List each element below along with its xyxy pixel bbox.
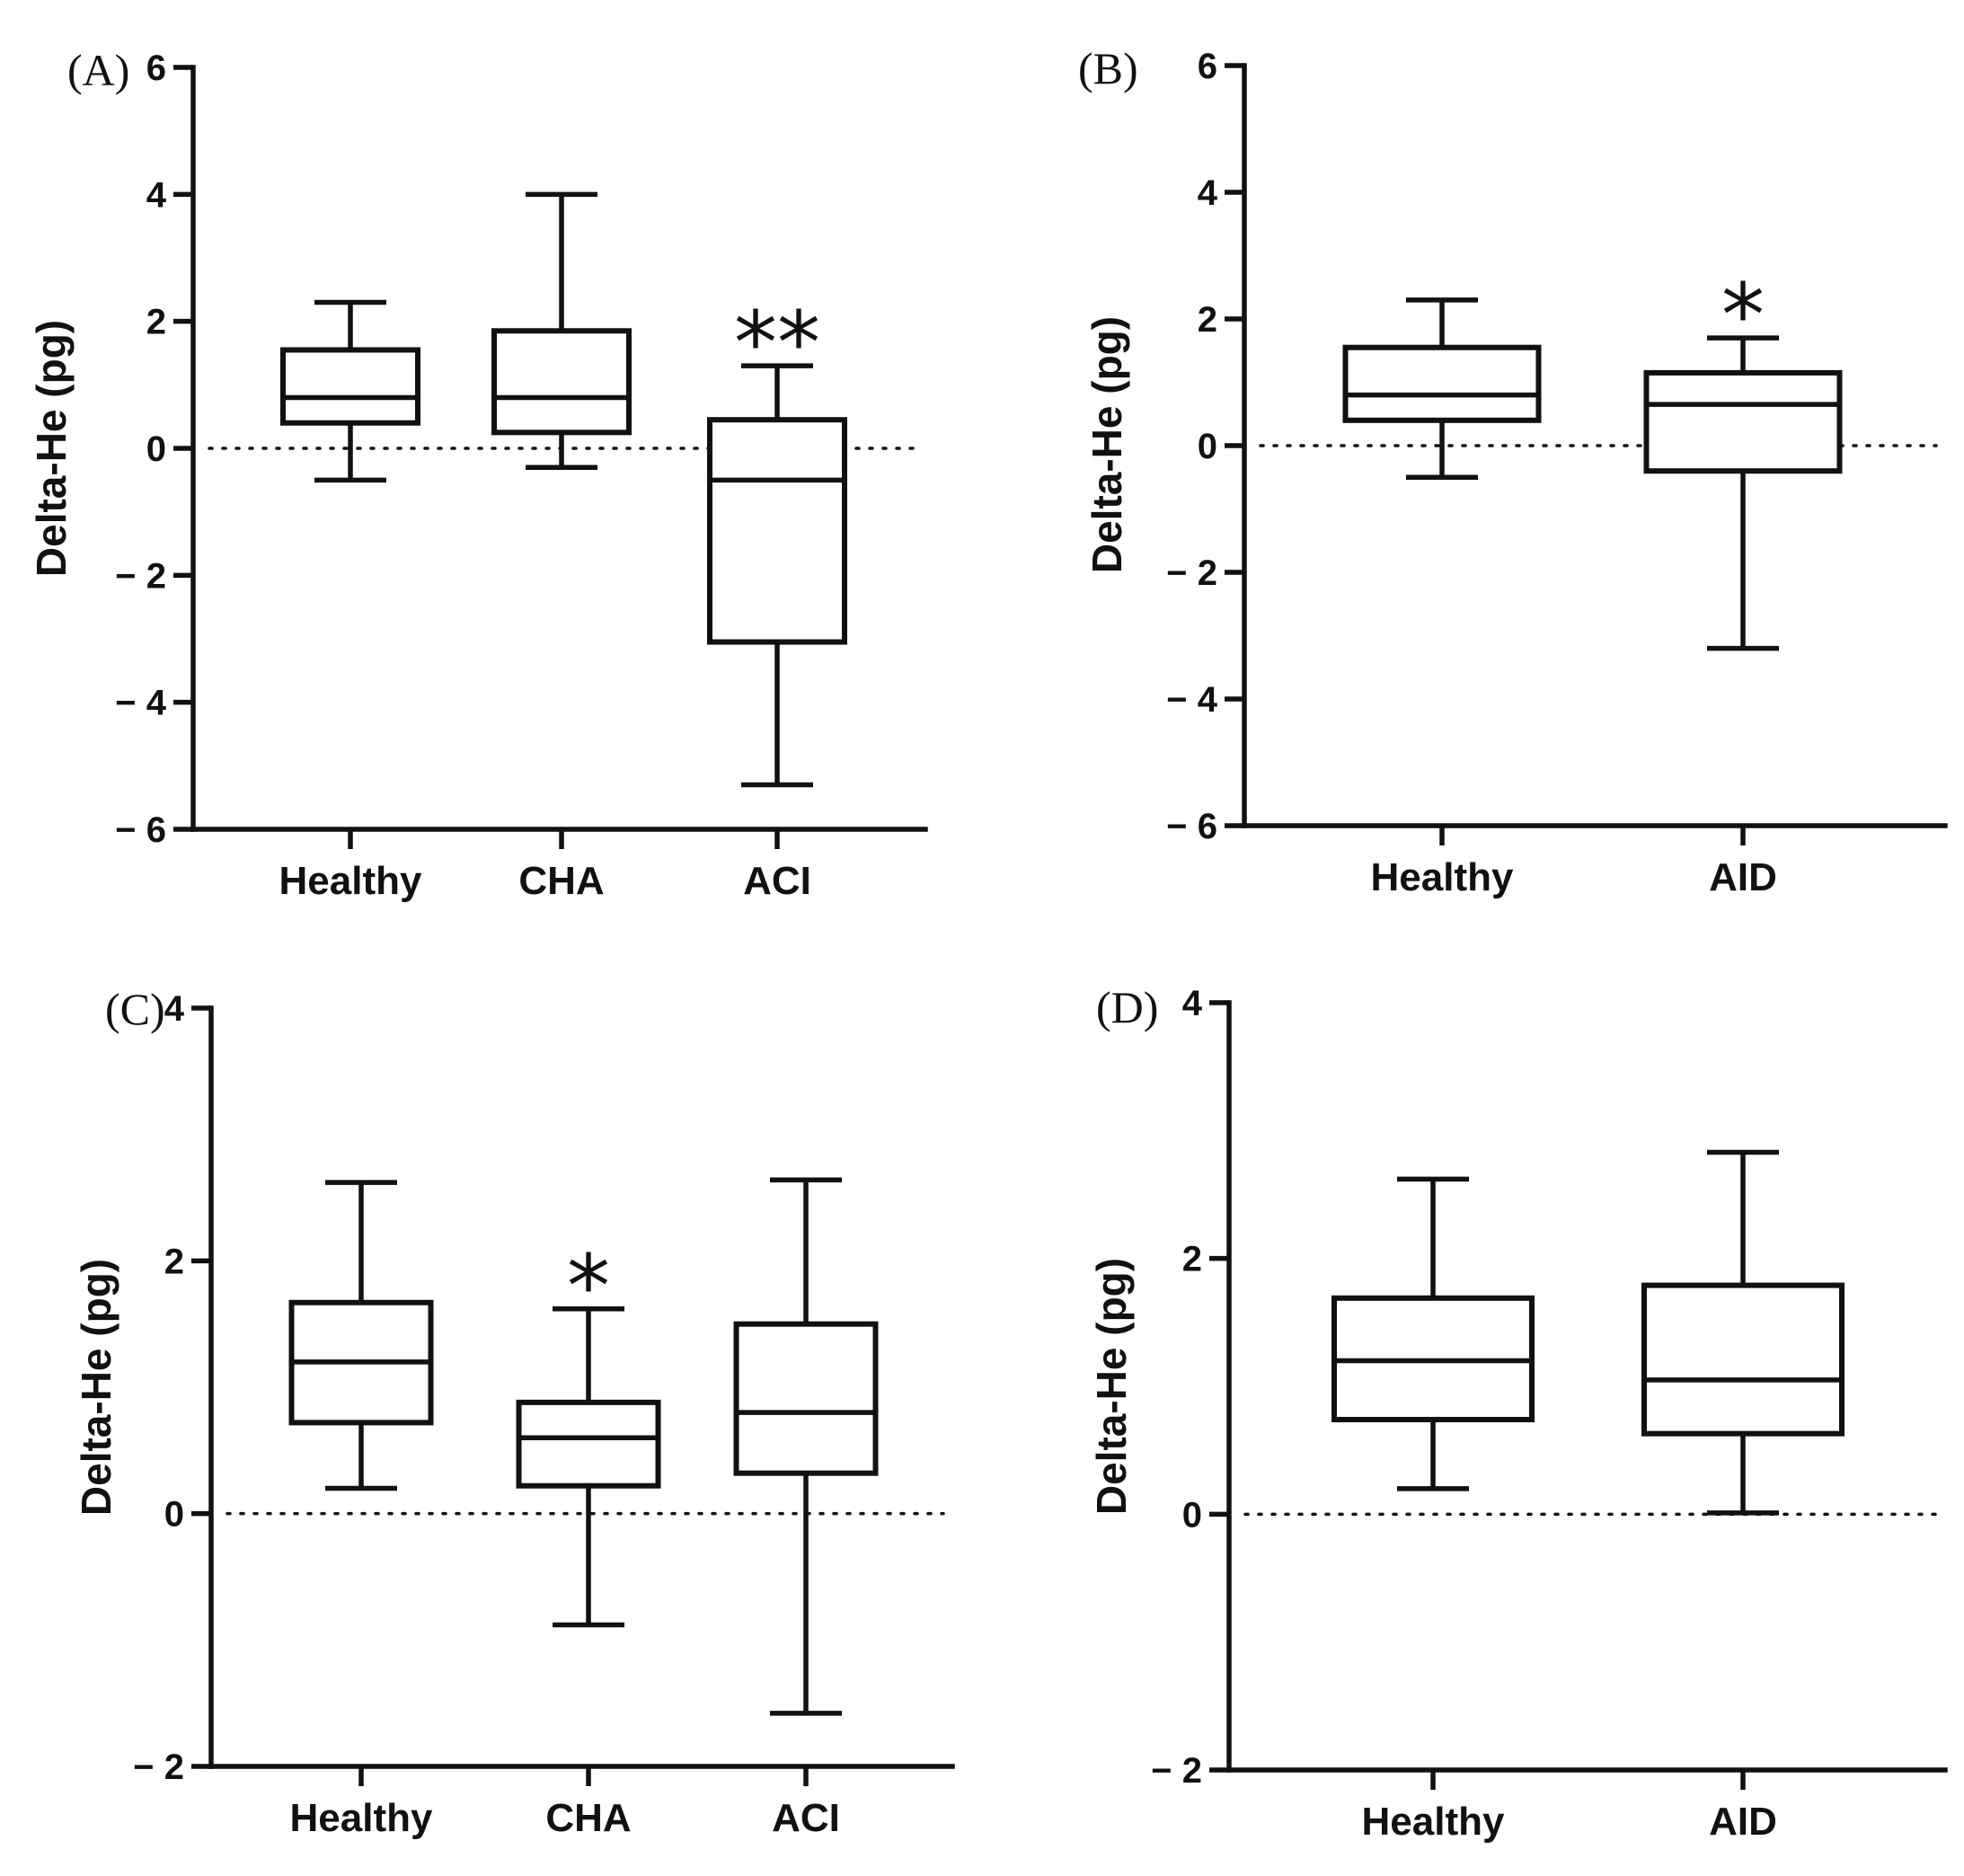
x-category-label: Healthy bbox=[290, 1796, 433, 1840]
y-tick-label: − 6 bbox=[1166, 807, 1217, 846]
panel-d: (D) 4 2 0 − 2 Delta-He (pg) Healthy AID bbox=[1088, 982, 1948, 1844]
box-aid bbox=[1641, 1149, 1845, 1516]
y-tick-label: 2 bbox=[164, 1242, 184, 1281]
y-tick-label: 4 bbox=[146, 175, 167, 215]
panel-c: (C) 4 2 0 − 2 Delta-He (pg) Healthy CHA * ACI bbox=[73, 984, 955, 1840]
panel-label: (A) bbox=[67, 45, 129, 95]
box-healthy bbox=[288, 1180, 434, 1491]
x-category-label: AID bbox=[1709, 855, 1777, 899]
x-category-label: CHA bbox=[518, 859, 604, 903]
box-cha bbox=[491, 191, 632, 470]
x-category-label: ACI bbox=[772, 1796, 840, 1840]
y-tick-label: 6 bbox=[146, 49, 166, 88]
iqr-box bbox=[707, 417, 847, 645]
y-tick-label: 4 bbox=[164, 989, 185, 1029]
iqr-box bbox=[1641, 1282, 1845, 1437]
iqr-box bbox=[280, 347, 420, 426]
y-axis-title: Delta-He (pg) bbox=[28, 320, 75, 577]
y-axis-title: Delta-He (pg) bbox=[1084, 316, 1130, 573]
panel-label: (D) bbox=[1096, 982, 1158, 1032]
iqr-box bbox=[516, 1399, 661, 1489]
y-tick-label: 2 bbox=[146, 303, 166, 342]
significance-marker: ** bbox=[734, 293, 820, 394]
box-healthy bbox=[280, 299, 420, 483]
iqr-box bbox=[1342, 344, 1542, 423]
x-category-label: AID bbox=[1709, 1800, 1777, 1844]
y-tick-label: − 2 bbox=[1151, 1751, 1202, 1791]
y-tick-label: 4 bbox=[1182, 984, 1203, 1023]
x-category-label: ACI bbox=[743, 859, 811, 903]
panel-label: (B) bbox=[1078, 43, 1138, 93]
y-tick-label: 2 bbox=[1198, 300, 1217, 340]
box-aid: * bbox=[1643, 265, 1843, 651]
y-tick-label: 2 bbox=[1182, 1240, 1202, 1279]
panel-b: (B) 6 4 2 0 − 2 − 4 − 6 Delta-He (pg) Healthy AID * bbox=[1078, 43, 1948, 899]
y-tick-label: − 2 bbox=[133, 1748, 184, 1787]
y-tick-label: 6 bbox=[1198, 47, 1217, 86]
box-cha: * bbox=[516, 1236, 661, 1628]
y-tick-label: 0 bbox=[146, 429, 166, 469]
y-tick-label: − 6 bbox=[115, 810, 166, 850]
panel-label: (C) bbox=[105, 984, 165, 1034]
y-tick-label: − 4 bbox=[1166, 680, 1217, 720]
iqr-box bbox=[1643, 369, 1843, 474]
panel-a: (A) 6 4 2 0 − 2 − 4 − 6 Delta-He (pg) Healthy CHA A… bbox=[28, 45, 928, 903]
box-healthy bbox=[1331, 1176, 1535, 1491]
x-category-label: Healthy bbox=[1362, 1800, 1505, 1844]
y-tick-label: − 2 bbox=[115, 556, 166, 596]
box-healthy bbox=[1342, 297, 1542, 480]
x-category-label: Healthy bbox=[279, 859, 422, 903]
y-tick-label: 0 bbox=[1182, 1495, 1202, 1535]
x-category-label: CHA bbox=[545, 1796, 631, 1840]
y-tick-label: 0 bbox=[164, 1495, 184, 1535]
significance-marker: * bbox=[1721, 265, 1765, 366]
significance-marker: * bbox=[567, 1236, 610, 1337]
y-tick-label: − 4 bbox=[115, 684, 166, 723]
iqr-box bbox=[491, 328, 632, 436]
y-tick-label: 4 bbox=[1198, 173, 1218, 213]
x-category-label: Healthy bbox=[1371, 855, 1514, 899]
y-tick-label: − 2 bbox=[1166, 553, 1217, 593]
iqr-box bbox=[733, 1321, 879, 1476]
box-aci: ** bbox=[707, 293, 847, 788]
y-axis-title: Delta-He (pg) bbox=[73, 1259, 119, 1516]
y-tick-label: 0 bbox=[1198, 427, 1217, 466]
y-axis-title: Delta-He (pg) bbox=[1088, 1258, 1135, 1515]
box-aci bbox=[733, 1177, 879, 1716]
